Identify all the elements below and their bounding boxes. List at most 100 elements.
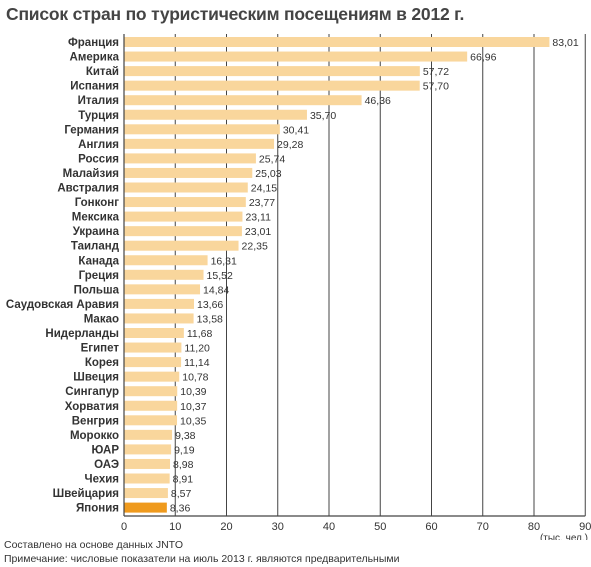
- bar: [124, 37, 550, 47]
- category-label: Австралия: [57, 183, 119, 195]
- bar: [124, 313, 194, 324]
- value-label: 16,31: [211, 255, 237, 267]
- value-label: 57,72: [423, 66, 449, 78]
- category-label: Америка: [70, 52, 120, 64]
- bar: [124, 357, 182, 368]
- value-label: 10,37: [180, 401, 206, 413]
- category-label: Египет: [81, 343, 120, 355]
- category-label: Испания: [70, 81, 119, 93]
- x-axis-label: (тыс. чел.): [540, 533, 588, 540]
- value-label: 8,57: [171, 488, 192, 500]
- bar: [124, 284, 201, 295]
- x-tick-label: 90: [579, 521, 591, 533]
- bar: [124, 255, 208, 266]
- category-label: Украина: [73, 226, 120, 238]
- category-label: Канада: [78, 255, 119, 267]
- x-tick-label: 10: [169, 521, 181, 533]
- category-label: Германия: [64, 124, 119, 136]
- bar: [124, 138, 275, 149]
- category-label: Чехия: [85, 474, 120, 486]
- category-label: Италия: [78, 95, 119, 107]
- category-label: Морокко: [70, 430, 119, 442]
- bar: [124, 429, 173, 440]
- value-label: 10,39: [180, 386, 206, 398]
- value-label: 66,96: [470, 52, 496, 64]
- category-label: Швеция: [73, 372, 119, 384]
- category-label: Япония: [76, 503, 119, 515]
- x-tick-label: 80: [528, 521, 540, 533]
- category-label: Польша: [74, 284, 120, 296]
- value-label: 25,03: [255, 168, 281, 180]
- bar: [124, 240, 239, 251]
- value-label: 9,19: [174, 444, 195, 456]
- value-label: 14,84: [203, 284, 229, 296]
- category-label: ЮАР: [91, 444, 119, 456]
- category-label: Англия: [78, 139, 119, 151]
- bar: [124, 167, 253, 178]
- category-label: Россия: [78, 153, 119, 165]
- bar: [124, 400, 178, 411]
- bar: [124, 473, 170, 484]
- value-label: 11,20: [184, 343, 210, 355]
- category-label: Турция: [78, 110, 119, 122]
- value-label: 24,15: [251, 183, 277, 195]
- value-label: 13,58: [197, 313, 223, 325]
- x-tick-label: 40: [323, 521, 335, 533]
- bar: [124, 386, 178, 397]
- value-label: 8,91: [173, 474, 194, 486]
- value-label: 23,77: [249, 197, 275, 209]
- x-tick-label: 0: [121, 521, 127, 533]
- category-label: Хорватия: [65, 401, 119, 413]
- bar: [124, 124, 280, 135]
- bar: [124, 502, 167, 513]
- x-tick-label: 30: [272, 521, 284, 533]
- value-label: 30,41: [283, 124, 309, 136]
- bar: [124, 66, 420, 77]
- value-label: 46,36: [365, 95, 391, 107]
- bar: [124, 458, 171, 469]
- category-label: ОАЭ: [94, 459, 119, 471]
- category-label: Нидерланды: [45, 328, 119, 340]
- value-label: 23,11: [245, 212, 271, 224]
- category-label: Франция: [68, 37, 119, 49]
- value-label: 83,01: [552, 37, 578, 49]
- bar: [124, 95, 362, 106]
- value-label: 57,70: [423, 81, 449, 93]
- value-label: 11,14: [184, 357, 210, 369]
- category-label: Венгрия: [72, 415, 119, 427]
- value-label: 23,01: [245, 226, 271, 238]
- x-tick-label: 20: [220, 521, 232, 533]
- category-label: Малайзия: [63, 168, 119, 180]
- category-label: Греция: [79, 270, 119, 282]
- bar: [124, 51, 468, 62]
- category-label: Китай: [86, 66, 119, 78]
- category-label: Макао: [84, 313, 119, 325]
- value-label: 10,78: [182, 372, 208, 384]
- value-label: 10,35: [180, 415, 206, 427]
- value-label: 9,38: [175, 430, 196, 442]
- value-label: 29,28: [277, 139, 303, 151]
- bar: [124, 328, 184, 338]
- category-label: Швейцария: [53, 488, 119, 500]
- bar: [124, 298, 195, 309]
- category-label: Сингапур: [65, 386, 119, 398]
- value-label: 15,52: [207, 270, 233, 282]
- bar: [124, 371, 180, 382]
- bar: [124, 226, 242, 237]
- bar: [124, 444, 172, 455]
- bar-chart: Франция 83,01 Америка 66,96 Китай 57,72 Испани…: [6, 34, 591, 540]
- bar: [124, 197, 246, 208]
- bar: [124, 109, 307, 120]
- x-tick-label: 70: [477, 521, 489, 533]
- bar: [124, 182, 248, 193]
- value-label: 25,74: [259, 153, 285, 165]
- category-label: Гонконг: [75, 197, 119, 209]
- bar: [124, 80, 420, 91]
- value-label: 8,98: [173, 459, 194, 471]
- category-label: Саудовская Аравия: [6, 299, 119, 311]
- chart-title: Список стран по туристическим посещениям…: [6, 4, 465, 24]
- source-note: Составлено на основе данных JNTO: [4, 539, 184, 551]
- category-label: Мексика: [72, 212, 120, 224]
- x-tick-label: 60: [425, 521, 437, 533]
- value-label: 13,66: [197, 299, 223, 311]
